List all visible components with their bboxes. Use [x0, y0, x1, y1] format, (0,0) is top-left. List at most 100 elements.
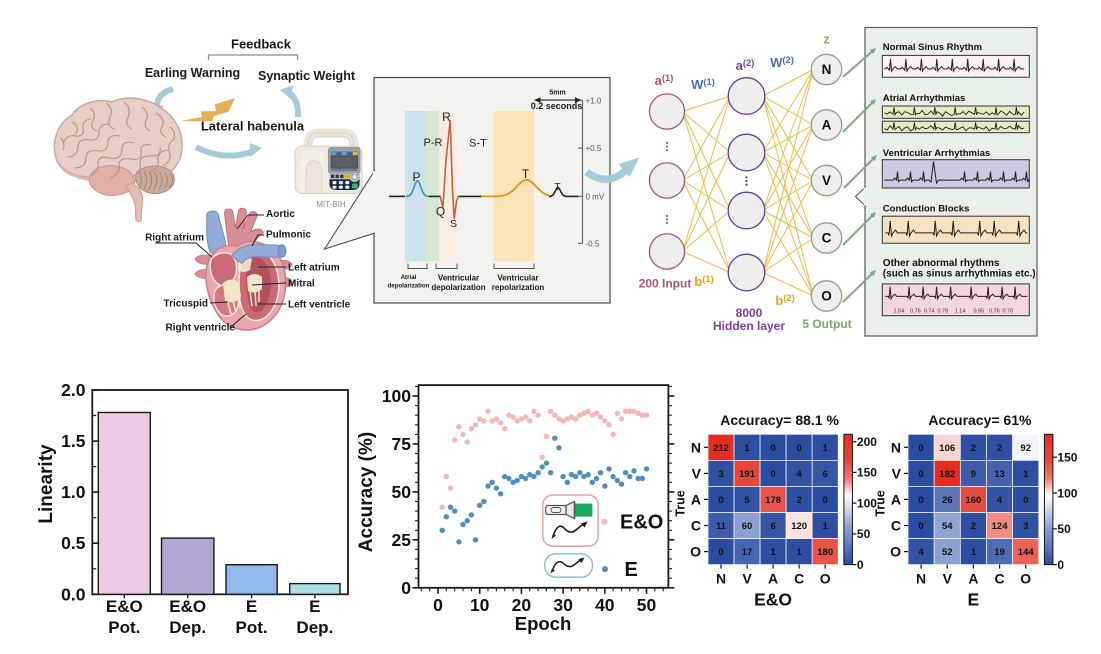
svg-text:0.76: 0.76 — [910, 309, 921, 315]
svg-text:N: N — [822, 62, 832, 77]
svg-text:E: E — [309, 597, 320, 616]
svg-text:100: 100 — [382, 386, 411, 406]
svg-text:Ventricular: Ventricular — [497, 274, 538, 283]
svg-text:182: 182 — [939, 469, 955, 480]
svg-text:E&O: E&O — [754, 590, 792, 610]
svg-text:True: True — [874, 490, 888, 516]
svg-text:Ventricular Arrhythmias: Ventricular Arrhythmias — [883, 148, 990, 159]
svg-text:Accuracy (%): Accuracy (%) — [356, 432, 377, 552]
svg-text:A: A — [891, 491, 901, 507]
svg-text:Atrial Arrhythmias: Atrial Arrhythmias — [883, 93, 966, 104]
svg-text:0: 0 — [718, 547, 723, 558]
svg-text:z: z — [823, 32, 830, 47]
svg-text:124: 124 — [992, 521, 1009, 532]
svg-text:+0.5: +0.5 — [586, 144, 602, 153]
svg-text:-0.5: -0.5 — [586, 240, 600, 249]
svg-text:P-R: P-R — [424, 137, 443, 149]
svg-text:Tricuspid: Tricuspid — [164, 299, 208, 310]
svg-text:2: 2 — [796, 495, 801, 506]
svg-text:1: 1 — [1023, 469, 1029, 480]
svg-text:MIT-BIH: MIT-BIH — [316, 200, 346, 209]
svg-text:52: 52 — [942, 547, 953, 558]
svg-text:26: 26 — [942, 495, 953, 506]
svg-text:E: E — [968, 590, 980, 610]
svg-text:0: 0 — [918, 495, 923, 506]
svg-text:repolarization: repolarization — [492, 283, 545, 292]
svg-text:V: V — [822, 173, 831, 188]
svg-text:0.5: 0.5 — [61, 533, 86, 553]
svg-text:5: 5 — [744, 495, 750, 506]
svg-text:0 mV: 0 mV — [586, 193, 605, 202]
svg-text:1.0: 1.0 — [61, 482, 86, 502]
svg-text:Normal Sinus Rhythm: Normal Sinus Rhythm — [883, 42, 982, 53]
svg-text:0: 0 — [433, 595, 443, 615]
svg-text:4: 4 — [796, 469, 802, 480]
svg-text:Accuracy= 61%: Accuracy= 61% — [928, 412, 1032, 428]
svg-text:20: 20 — [512, 595, 532, 615]
svg-text:1.5: 1.5 — [61, 431, 86, 451]
svg-text:200: 200 — [857, 435, 877, 449]
svg-text:1.04: 1.04 — [893, 309, 904, 315]
svg-text:E&O: E&O — [106, 597, 143, 616]
svg-text:50: 50 — [1057, 522, 1071, 536]
svg-text:2: 2 — [971, 443, 976, 454]
svg-text:178: 178 — [765, 495, 781, 506]
svg-text:100: 100 — [1057, 486, 1077, 500]
svg-text:Feedback: Feedback — [231, 37, 292, 52]
svg-text:0: 0 — [918, 443, 923, 454]
svg-text:11: 11 — [716, 521, 727, 532]
svg-text:E: E — [246, 597, 257, 616]
svg-text:180: 180 — [817, 547, 833, 558]
svg-text:+1.0: +1.0 — [586, 96, 602, 105]
svg-text:75: 75 — [392, 434, 412, 454]
svg-text:O: O — [821, 289, 832, 304]
svg-text:Pot.: Pot. — [108, 618, 140, 637]
svg-text:V: V — [892, 465, 902, 481]
svg-text:0: 0 — [770, 469, 775, 480]
svg-text:Left ventricle: Left ventricle — [288, 300, 351, 311]
svg-text:C: C — [891, 518, 901, 534]
svg-text:5mm: 5mm — [549, 89, 565, 96]
svg-text:0: 0 — [401, 578, 411, 598]
svg-text:Epoch: Epoch — [515, 613, 572, 634]
svg-text:Earling Warning: Earling Warning — [145, 66, 240, 80]
svg-text:19: 19 — [994, 547, 1005, 558]
svg-text:O: O — [820, 571, 831, 587]
svg-text:0: 0 — [918, 521, 923, 532]
svg-text:C: C — [691, 518, 701, 534]
svg-text:1: 1 — [823, 443, 829, 454]
svg-text:0: 0 — [718, 495, 723, 506]
svg-text:O: O — [1020, 571, 1031, 587]
svg-text:Right atrium: Right atrium — [145, 233, 204, 244]
svg-text:0: 0 — [857, 558, 864, 572]
svg-text:N: N — [916, 571, 926, 587]
svg-text:1: 1 — [744, 443, 750, 454]
svg-text:191: 191 — [739, 469, 756, 480]
svg-text:13: 13 — [994, 469, 1005, 480]
svg-text:Dep.: Dep. — [169, 618, 206, 637]
svg-text:1: 1 — [823, 521, 829, 532]
svg-text:A: A — [968, 571, 978, 587]
svg-text:Dep.: Dep. — [296, 618, 333, 637]
svg-text:0.70: 0.70 — [1002, 309, 1013, 315]
svg-text:Aortic: Aortic — [266, 209, 295, 220]
svg-text:92: 92 — [1020, 443, 1031, 454]
svg-text:1: 1 — [796, 547, 802, 558]
svg-text:depolarization: depolarization — [388, 283, 430, 290]
svg-text:Hidden layer: Hidden layer — [713, 319, 785, 333]
svg-text:V: V — [742, 571, 752, 587]
svg-text:Q: Q — [436, 205, 445, 219]
svg-text:(such as sinus arrhythmias etc: (such as sinus arrhythmias etc.) — [883, 269, 1036, 280]
svg-text:160: 160 — [965, 495, 981, 506]
svg-text:4: 4 — [997, 495, 1003, 506]
svg-text:C: C — [822, 231, 832, 246]
svg-text:1: 1 — [770, 547, 776, 558]
svg-text:3: 3 — [1023, 521, 1028, 532]
svg-text:Conduction Blocks: Conduction Blocks — [883, 204, 970, 215]
svg-text:Lateral habenula: Lateral habenula — [201, 119, 305, 134]
svg-text:4: 4 — [918, 547, 924, 558]
svg-text:10: 10 — [470, 595, 490, 615]
svg-text:200 Input: 200 Input — [639, 277, 692, 291]
svg-text:144: 144 — [1018, 547, 1035, 558]
svg-text:0: 0 — [796, 443, 801, 454]
